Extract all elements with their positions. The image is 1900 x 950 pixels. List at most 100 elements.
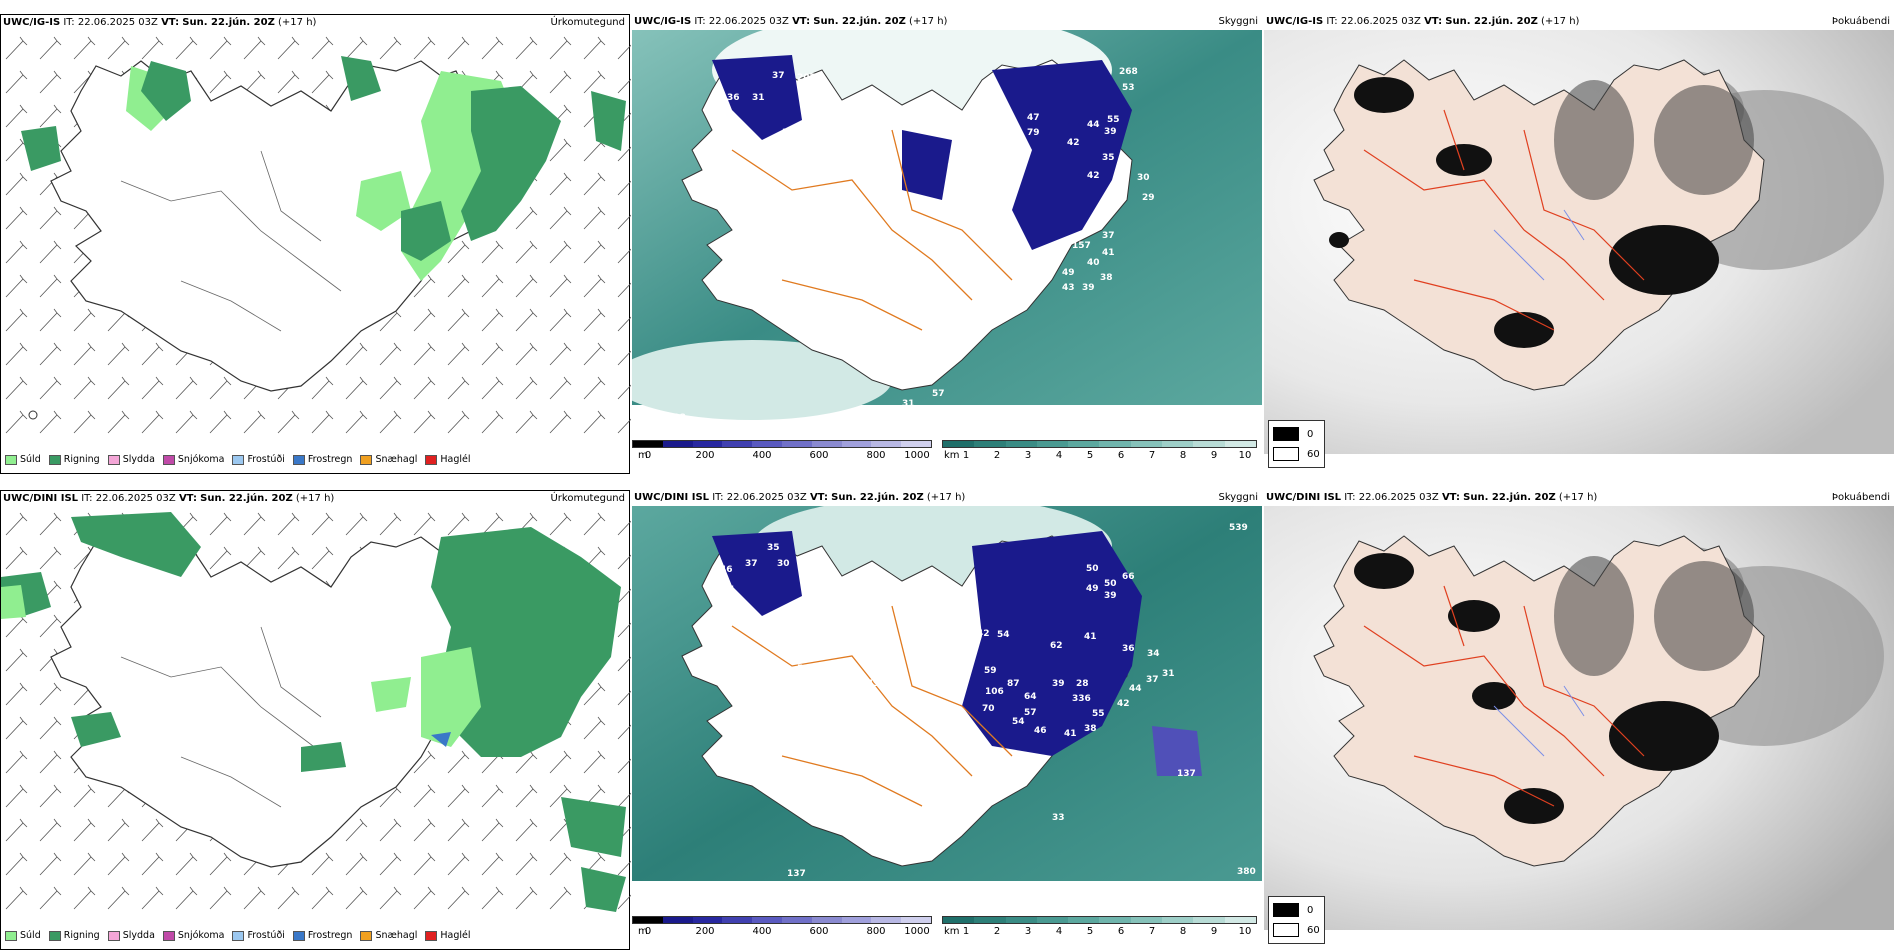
- model-name: UWC/IG-IS: [1266, 16, 1324, 27]
- svg-text:37: 37: [772, 71, 785, 81]
- svg-text:198: 198: [667, 413, 686, 423]
- visibility-panel-dini: UWC/DINI ISL IT: 22.06.2025 03Z VT: Sun.…: [632, 490, 1262, 950]
- fog-swatch-min: [1273, 427, 1299, 441]
- svg-text:50: 50: [932, 634, 945, 644]
- svg-text:31: 31: [752, 93, 765, 103]
- model-name: UWC/DINI ISL: [3, 493, 79, 504]
- panel-header: UWC/IG-IS IT: 22.06.2025 03Z VT: Sun. 22…: [1264, 14, 1894, 30]
- valid-time: Sun. 22.jún. 20Z: [1445, 16, 1538, 27]
- svg-text:44: 44: [1129, 684, 1142, 694]
- svg-text:30: 30: [777, 559, 790, 569]
- ceiling-colorbar: m 0 200 400 600 800 1000: [632, 440, 932, 472]
- visibility-map: 35 37 30 46 54 50 34 51 39 60 52 69 49 49 54 50 43 42…: [632, 506, 1262, 916]
- svg-text:34: 34: [802, 593, 815, 603]
- svg-text:46: 46: [1034, 726, 1047, 736]
- swatch-freezing-rain: [292, 454, 305, 465]
- svg-text:380: 380: [1237, 867, 1256, 877]
- svg-text:42: 42: [977, 629, 990, 639]
- init-time: IT: 22.06.2025 03Z: [1344, 492, 1439, 503]
- colorbar-unit: km: [944, 450, 960, 461]
- precip-type-panel-igis: UWC/IG-IS IT: 22.06.2025 03Z VT: Sun. 22…: [0, 14, 631, 474]
- svg-text:44: 44: [717, 98, 730, 108]
- legend-item: Snæhagl: [360, 454, 417, 465]
- swatch-sleet: [107, 454, 120, 465]
- model-name: UWC/DINI ISL: [1266, 492, 1342, 503]
- product-name: Þokuábendi: [1831, 16, 1890, 27]
- svg-text:49: 49: [867, 679, 880, 689]
- svg-text:157: 157: [1072, 241, 1091, 251]
- valid-time: Sun. 22.jún. 20Z: [831, 492, 924, 503]
- panel-header: UWC/IG-IS IT: 22.06.2025 03Z VT: Sun. 22…: [632, 14, 1262, 30]
- svg-text:59: 59: [727, 128, 740, 138]
- svg-text:53: 53: [1122, 83, 1135, 93]
- precip-legend: Súld Rigning Slydda Snjókoma Frostúði Fr…: [5, 454, 471, 465]
- svg-text:106: 106: [985, 687, 1004, 697]
- svg-text:31: 31: [902, 399, 915, 409]
- svg-text:54: 54: [722, 585, 735, 595]
- svg-text:39: 39: [812, 619, 825, 629]
- svg-text:64: 64: [1024, 692, 1037, 702]
- precip-map: [1, 31, 631, 441]
- swatch-rain: [48, 454, 61, 465]
- svg-text:539: 539: [1229, 523, 1248, 533]
- svg-text:38: 38: [792, 193, 805, 203]
- svg-text:268: 268: [1119, 67, 1138, 77]
- svg-text:42: 42: [1067, 138, 1080, 148]
- swatch-snow: [162, 454, 175, 465]
- svg-text:49: 49: [1086, 584, 1099, 594]
- svg-text:46: 46: [720, 565, 733, 575]
- visibility-panel-igis: UWC/IG-IS IT: 22.06.2025 03Z VT: Sun. 22…: [632, 14, 1262, 474]
- legend-item: Slydda: [107, 454, 155, 465]
- svg-text:54: 54: [1012, 717, 1025, 727]
- svg-text:36: 36: [1122, 644, 1135, 654]
- svg-text:47: 47: [1027, 113, 1040, 123]
- svg-text:49: 49: [887, 649, 900, 659]
- drizzle-area: [1, 585, 481, 747]
- svg-text:28: 28: [1076, 679, 1089, 689]
- fog-swatch-min: [1273, 903, 1299, 917]
- legend-item: Snjókoma: [162, 930, 224, 941]
- svg-text:50: 50: [732, 599, 745, 609]
- svg-text:40: 40: [1087, 258, 1100, 268]
- svg-text:62: 62: [1050, 641, 1063, 651]
- model-name: UWC/DINI ISL: [634, 492, 710, 503]
- fog-index-panel-igis: UWC/IG-IS IT: 22.06.2025 03Z VT: Sun. 22…: [1264, 14, 1894, 474]
- svg-text:77: 77: [990, 234, 1003, 244]
- legend-item: Slydda: [107, 930, 155, 941]
- svg-text:54: 54: [997, 630, 1010, 640]
- svg-text:46: 46: [912, 273, 925, 283]
- svg-text:79: 79: [1027, 128, 1040, 138]
- svg-text:38: 38: [924, 349, 937, 359]
- precip-map: [1, 507, 631, 917]
- svg-text:49: 49: [1062, 268, 1075, 278]
- product-name: Þokuábendi: [1831, 492, 1890, 503]
- svg-text:66: 66: [837, 171, 850, 181]
- svg-text:39: 39: [1104, 127, 1117, 137]
- svg-text:53: 53: [887, 837, 900, 847]
- svg-text:54: 54: [932, 659, 945, 669]
- model-name: UWC/IG-IS: [3, 17, 61, 28]
- product-name: Úrkomutegund: [550, 17, 625, 28]
- visibility-map: 37 207 36 31 33 44 59 38 66 58 70 56 47 79 42 44 39 5…: [632, 30, 1262, 440]
- init-time: IT: 22.06.2025 03Z: [1326, 16, 1421, 27]
- legend-item: Frostregn: [292, 930, 352, 941]
- valid-time: Sun. 22.jún. 20Z: [813, 16, 906, 27]
- low-ceiling-area: [712, 531, 1202, 776]
- svg-text:39: 39: [1104, 591, 1117, 601]
- svg-text:70: 70: [857, 233, 870, 243]
- svg-text:35: 35: [767, 543, 780, 553]
- fog-area: [1329, 77, 1719, 348]
- colorbar-unit: km: [944, 926, 960, 937]
- svg-text:38: 38: [1100, 273, 1113, 283]
- svg-text:39: 39: [1052, 679, 1065, 689]
- ceiling-labels: 35 37 30 46 54 50 34 51 39 60 52 69 49 49 54 50 43 42…: [720, 523, 1256, 879]
- svg-text:59: 59: [984, 666, 997, 676]
- svg-text:109: 109: [914, 817, 933, 827]
- product-name: Skyggni: [1218, 492, 1258, 503]
- init-time: IT: 22.06.2025 03Z: [712, 492, 807, 503]
- swatch-drizzle: [5, 454, 17, 465]
- precip-legend: Súld Rigning Slydda Snjókoma Frostúði Fr…: [5, 930, 471, 941]
- svg-text:38: 38: [1084, 724, 1097, 734]
- svg-text:55: 55: [1092, 709, 1105, 719]
- legend-item: Snæhagl: [360, 930, 417, 941]
